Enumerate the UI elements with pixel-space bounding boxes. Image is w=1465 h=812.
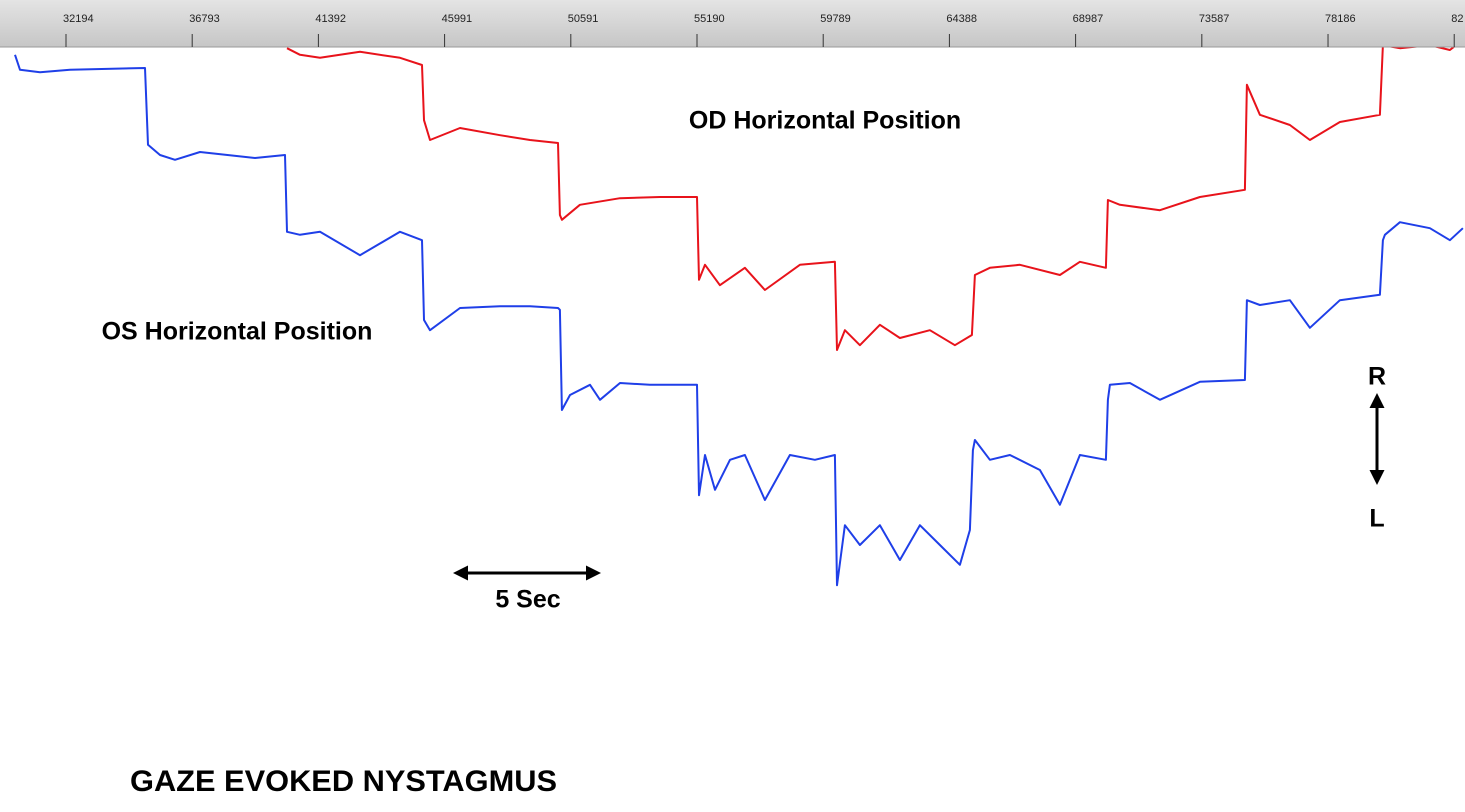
ruler-ticks: 32194 36793 41392 45991 50591 55190 59789 64388… (63, 13, 1463, 47)
x-tick-label: 73587 (1199, 13, 1230, 25)
trace (286, 47, 1456, 351)
x-tick-label: 64388 (946, 13, 977, 25)
x-tick-label: 68987 (1073, 13, 1104, 25)
direction-label: R (1368, 363, 1386, 391)
x-tick-label: 59789 (820, 13, 851, 25)
scale-label: 5 Sec (495, 586, 560, 614)
x-tick-label: 36793 (189, 13, 220, 25)
time-ruler (0, 0, 1465, 47)
series-label: OS Horizontal Position (102, 318, 373, 346)
x-tick-label: 82 (1451, 13, 1463, 25)
x-tick-label: 78186 (1325, 13, 1356, 25)
x-tick-label: 41392 (315, 13, 346, 25)
x-tick-label: 55190 (694, 13, 725, 25)
chart-title: GAZE EVOKED NYSTAGMUS (130, 765, 557, 798)
x-tick-label: 50591 (568, 13, 599, 25)
series-label: OD Horizontal Position (689, 107, 961, 135)
x-tick-label: 32194 (63, 13, 94, 25)
direction-label: L (1369, 505, 1384, 533)
trace (14, 54, 1464, 587)
x-tick-label: 45991 (442, 13, 473, 25)
traces (14, 47, 1464, 587)
